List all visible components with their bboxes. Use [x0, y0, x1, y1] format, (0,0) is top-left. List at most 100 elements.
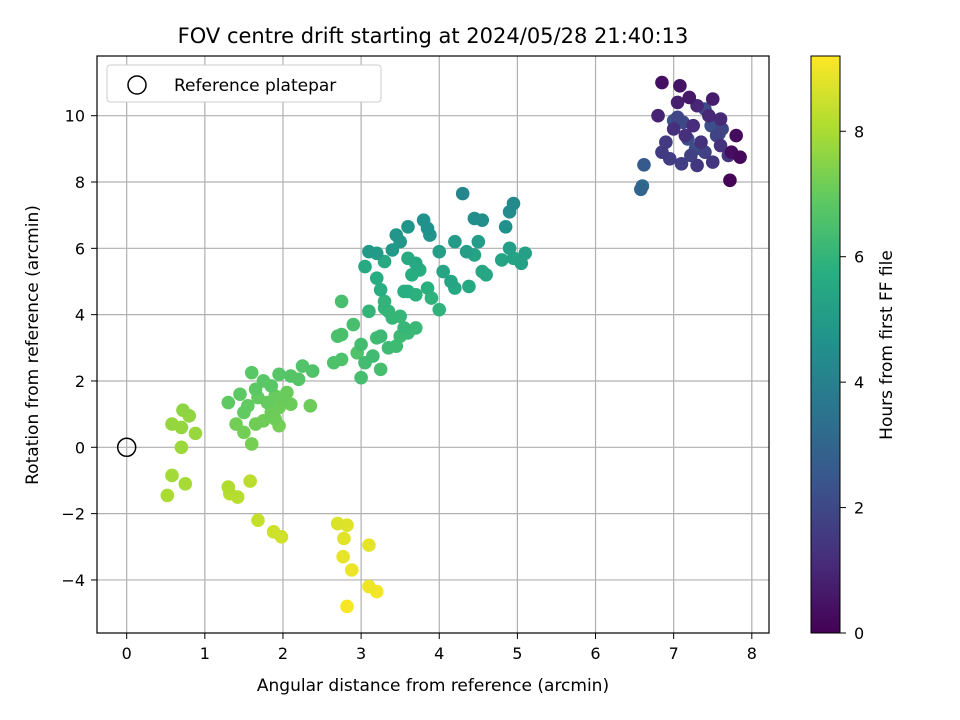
data-point	[362, 304, 376, 319]
x-axis-ticks: 0 1 2 3 4 5 6 7 8	[122, 633, 757, 663]
y-tick-label: 2	[75, 372, 85, 391]
data-point	[337, 531, 351, 546]
data-point	[684, 148, 698, 163]
data-point	[444, 274, 458, 289]
data-point	[176, 403, 190, 417]
data-point	[244, 365, 259, 380]
x-tick-label: 1	[200, 644, 210, 663]
data-point	[682, 90, 697, 105]
data-point	[366, 349, 380, 363]
data-point	[377, 294, 392, 309]
data-point	[266, 525, 281, 539]
data-point	[243, 474, 257, 488]
data-point	[502, 241, 517, 256]
data-point	[369, 271, 384, 285]
y-tick-label: 4	[75, 306, 85, 325]
data-point	[260, 395, 275, 410]
data-point	[655, 75, 669, 90]
colorbar: 0 2 4 6 8 Hours from first FF file	[810, 55, 897, 643]
grid-lines	[97, 56, 769, 633]
data-point	[346, 317, 361, 332]
x-tick-label: 4	[434, 644, 444, 663]
data-point	[221, 480, 236, 494]
x-axis-label: Angular distance from reference (arcmin)	[257, 676, 609, 696]
data-point	[373, 362, 388, 377]
data-point	[381, 341, 396, 355]
data-point	[670, 95, 685, 110]
data-point	[330, 329, 345, 344]
x-tick-label: 5	[512, 644, 522, 663]
data-point	[276, 392, 290, 407]
legend-label-reference-platepar: Reference platepar	[174, 76, 336, 96]
data-point	[448, 234, 462, 249]
data-point	[432, 302, 447, 317]
reference-platepar-marker	[116, 437, 137, 458]
data-point	[479, 268, 493, 282]
data-point	[305, 364, 320, 378]
legend-box	[106, 64, 382, 103]
data-point	[178, 476, 193, 491]
data-point	[678, 128, 693, 143]
data-point	[432, 244, 447, 259]
data-point	[498, 219, 513, 234]
data-point	[373, 282, 388, 297]
data-point	[362, 579, 376, 594]
data-point	[248, 417, 263, 431]
data-point	[221, 395, 236, 410]
x-tick-label: 6	[590, 644, 600, 663]
data-point	[334, 294, 349, 309]
colorbar-label: Hours from first FF file	[877, 250, 897, 440]
x-tick-label: 3	[356, 644, 366, 663]
data-point	[436, 264, 450, 279]
data-point	[637, 157, 651, 172]
x-tick-label: 2	[278, 644, 288, 663]
chart-title: FOV centre drift starting at 2024/05/28 …	[178, 24, 689, 48]
data-point	[397, 284, 411, 299]
data-point	[690, 158, 704, 173]
data-point	[713, 112, 728, 126]
colorbar-tick-label: 4	[854, 373, 864, 392]
data-point	[160, 488, 175, 503]
data-point	[475, 213, 490, 227]
data-point	[340, 599, 354, 614]
plot-frame	[96, 55, 770, 634]
data-point	[494, 253, 509, 267]
y-tick-label: 8	[75, 173, 85, 192]
colorbar-tick-label: 8	[854, 122, 864, 141]
data-point	[729, 128, 743, 143]
data-point	[165, 468, 179, 483]
data-point	[256, 374, 271, 388]
data-point	[344, 563, 359, 577]
data-point	[283, 369, 298, 383]
x-tick-label: 8	[747, 644, 757, 663]
data-points	[160, 75, 747, 614]
data-point	[174, 420, 189, 435]
data-point	[651, 108, 665, 123]
data-point	[420, 281, 435, 295]
data-point	[518, 246, 533, 261]
data-point	[401, 219, 415, 234]
y-tick-label: −4	[61, 571, 85, 590]
data-point	[397, 321, 411, 335]
data-point	[674, 156, 689, 171]
data-point	[462, 279, 476, 294]
data-point	[705, 155, 720, 169]
data-point	[358, 259, 372, 274]
data-point	[702, 108, 716, 123]
data-point	[666, 122, 681, 136]
colorbar-tick-label: 6	[854, 248, 864, 267]
y-tick-label: −2	[61, 505, 85, 524]
data-point	[416, 213, 431, 227]
data-point	[354, 337, 368, 352]
y-tick-label: 0	[75, 438, 85, 457]
data-point	[385, 311, 400, 325]
data-point	[389, 228, 404, 242]
data-point	[705, 92, 720, 106]
colorbar-gradient	[810, 55, 841, 634]
x-tick-label: 0	[122, 644, 132, 663]
colorbar-tick-label: 2	[854, 499, 864, 518]
data-point	[244, 437, 259, 451]
data-point	[362, 244, 376, 259]
data-point	[233, 387, 247, 402]
